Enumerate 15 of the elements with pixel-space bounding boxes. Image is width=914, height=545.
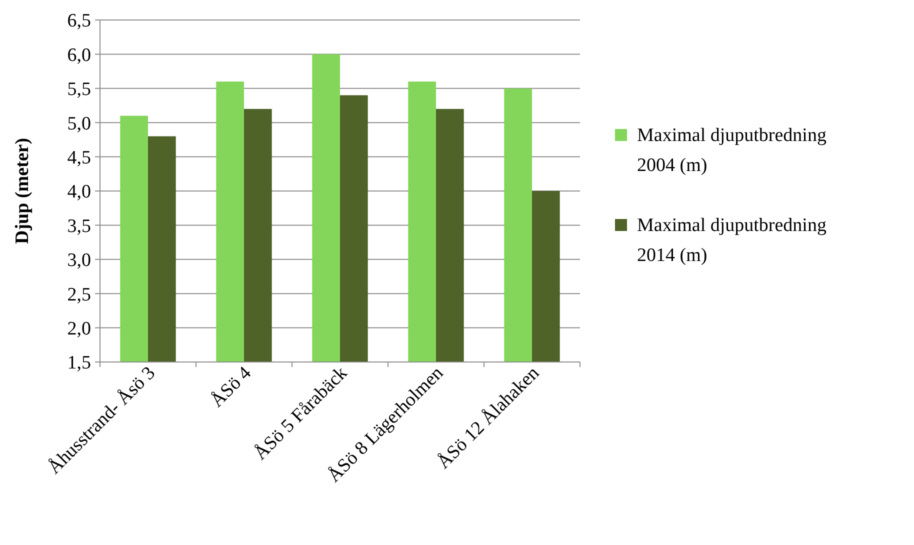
y-axis-title: Djup (meter) bbox=[12, 138, 33, 244]
y-tick-label: 4,0 bbox=[67, 182, 91, 203]
y-tick-label: 3,0 bbox=[67, 250, 91, 272]
y-tick-label: 2,0 bbox=[67, 318, 91, 340]
x-tick-label: ÅSö 4 bbox=[206, 362, 256, 412]
y-tick-label: 5,0 bbox=[67, 113, 91, 134]
legend-label: Maximal djuputbredning 2014 (m) bbox=[637, 215, 827, 266]
y-tick-label: 4,5 bbox=[67, 147, 91, 168]
y-tick-label: 6,5 bbox=[67, 10, 91, 32]
y-tick-label: 1,5 bbox=[67, 352, 91, 374]
y-tick-label: 2,5 bbox=[67, 284, 91, 306]
y-tick-label: 3,5 bbox=[67, 216, 91, 237]
y-tick-label: 5,5 bbox=[67, 79, 91, 100]
legend-label: Maximal djuputbredning 2004 (m) bbox=[637, 125, 827, 176]
y-tick-label: 6,0 bbox=[67, 44, 91, 66]
